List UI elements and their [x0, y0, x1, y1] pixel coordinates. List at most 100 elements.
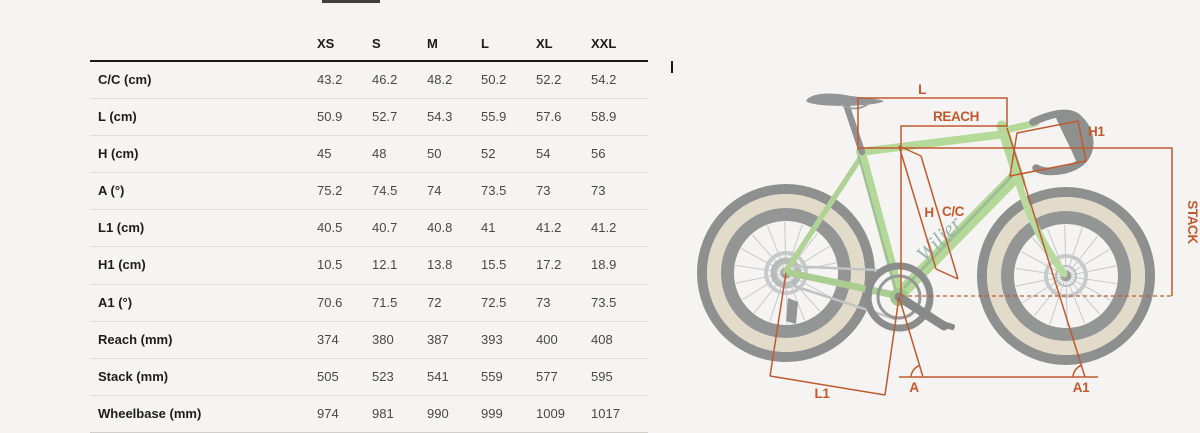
- cell-value: 46.2: [372, 72, 398, 87]
- text-cursor: [671, 61, 673, 73]
- cell-value: 393: [481, 331, 503, 347]
- row-label: Reach (mm): [98, 331, 173, 347]
- table-row: Wheelbase (mm) 974 981 990 999 1009 1017: [90, 396, 648, 433]
- cell-value: 58.9: [591, 109, 617, 125]
- label-stack: STACK: [1185, 200, 1200, 244]
- cell-value: 41.2: [536, 220, 562, 236]
- row-label: H (cm): [98, 146, 139, 162]
- cell-value: 52.2: [536, 72, 562, 87]
- cell-value: 981: [372, 405, 394, 421]
- geometry-table: XS S M L XL XXL C/C (cm) 43.2 46.2 48.2 50.2 52.2 5…: [90, 0, 648, 433]
- cell-value: 50: [427, 146, 442, 162]
- label-seat-tube-h: H: [924, 205, 933, 220]
- table-row: L1 (cm) 40.5 40.7 40.8 41 41.2 41.2: [90, 210, 648, 248]
- cell-value: 990: [427, 405, 449, 421]
- cell-value: 70.6: [317, 294, 343, 310]
- cell-value: 505: [317, 368, 339, 384]
- cell-value: 40.5: [317, 220, 343, 236]
- row-label: A1 (°): [98, 294, 133, 310]
- cell-value: 54.2: [591, 72, 617, 87]
- cell-value: 41.2: [591, 220, 617, 236]
- label-head-angle: A1: [1073, 380, 1090, 395]
- column-header: XS: [317, 36, 335, 51]
- column-header: M: [427, 36, 438, 51]
- cell-value: 73: [536, 183, 551, 199]
- cell-value: 72: [427, 294, 442, 310]
- cell-value: 380: [372, 331, 394, 347]
- label-top-tube: L: [918, 82, 926, 97]
- cell-value: 74.5: [372, 183, 398, 199]
- crankset: [864, 262, 955, 332]
- brake-hood: [1056, 113, 1090, 166]
- cell-value: 17.2: [536, 257, 562, 273]
- cell-value: 400: [536, 331, 558, 347]
- saddle: [806, 93, 884, 106]
- cell-value: 559: [481, 368, 503, 384]
- cell-value: 12.1: [372, 257, 398, 273]
- cell-value: 577: [536, 368, 558, 384]
- cell-value: 73.5: [591, 294, 617, 310]
- cell-value: 54: [536, 146, 551, 162]
- cell-value: 74: [427, 183, 442, 199]
- bike-illustration: Wilier: [697, 93, 1155, 365]
- cell-value: 18.9: [591, 257, 617, 273]
- cell-value: 55.9: [481, 109, 507, 125]
- cell-value: 57.6: [536, 109, 562, 125]
- column-header: XL: [536, 36, 553, 51]
- label-seat-angle: A: [909, 380, 919, 395]
- row-label: A (°): [98, 183, 125, 199]
- label-seat-tube-cc: C/C: [942, 204, 965, 219]
- cell-value: 999: [481, 405, 503, 421]
- front-wheel-icon: [977, 187, 1155, 365]
- table-header-row: XS S M L XL XXL: [90, 0, 648, 62]
- cell-value: 56: [591, 146, 606, 162]
- cell-value: 374: [317, 331, 339, 347]
- row-label: Wheelbase (mm): [98, 405, 202, 421]
- cell-value: 50.9: [317, 109, 343, 125]
- label-chainstay: L1: [815, 386, 831, 401]
- label-head-tube: H1: [1088, 124, 1105, 139]
- cell-value: 48.2: [427, 72, 453, 87]
- cell-value: 523: [372, 368, 394, 384]
- cell-value: 54.3: [427, 109, 453, 125]
- cockpit: [806, 93, 1094, 176]
- cell-value: 387: [427, 331, 449, 347]
- row-label: H1 (cm): [98, 257, 146, 273]
- table-row: L (cm) 50.9 52.7 54.3 55.9 57.6 58.9: [90, 99, 648, 137]
- cell-value: 73: [591, 183, 606, 199]
- cell-value: 48: [372, 146, 387, 162]
- cell-value: 40.8: [427, 220, 453, 236]
- column-header: XXL: [591, 36, 617, 51]
- geometry-annotations: L REACH H1 H C/C STACK L1 A: [769, 82, 1200, 401]
- active-tab-indicator[interactable]: [322, 0, 380, 3]
- table-body: C/C (cm) 43.2 46.2 48.2 50.2 52.2 54.2 L (cm) 50…: [90, 62, 648, 433]
- cell-value: 974: [317, 405, 339, 421]
- cell-value: 15.5: [481, 257, 507, 273]
- cell-value: 1009: [536, 405, 565, 421]
- cell-value: 10.5: [317, 257, 343, 273]
- row-label: C/C (cm): [98, 72, 152, 87]
- column-header: S: [372, 36, 381, 51]
- table-row: H (cm) 45 48 50 52 54 56: [90, 136, 648, 174]
- label-reach: REACH: [933, 109, 979, 124]
- table-row: A1 (°) 70.6 71.5 72 72.5 73 73.5: [90, 285, 648, 322]
- rear-wheel-icon: [697, 184, 875, 362]
- row-label: Stack (mm): [98, 368, 169, 384]
- column-header: L: [481, 36, 489, 51]
- cell-value: 40.7: [372, 220, 398, 236]
- cell-value: 45: [317, 146, 332, 162]
- table-row: Stack (mm) 505 523 541 559 577 595: [90, 359, 648, 396]
- cell-value: 73.5: [481, 183, 507, 199]
- table-row: C/C (cm) 43.2 46.2 48.2 50.2 52.2 54.2: [90, 62, 648, 100]
- cell-value: 541: [427, 368, 449, 384]
- table-row: Reach (mm) 374 380 387 393 400 408: [90, 322, 648, 359]
- cell-value: 43.2: [317, 72, 343, 87]
- cell-value: 408: [591, 331, 613, 347]
- bike-geometry-diagram: Wilier L: [697, 82, 1200, 401]
- cell-value: 71.5: [372, 294, 398, 310]
- cell-value: 595: [591, 368, 613, 384]
- row-label: L (cm): [98, 109, 137, 125]
- cell-value: 13.8: [427, 257, 453, 273]
- cell-value: 41: [481, 220, 496, 236]
